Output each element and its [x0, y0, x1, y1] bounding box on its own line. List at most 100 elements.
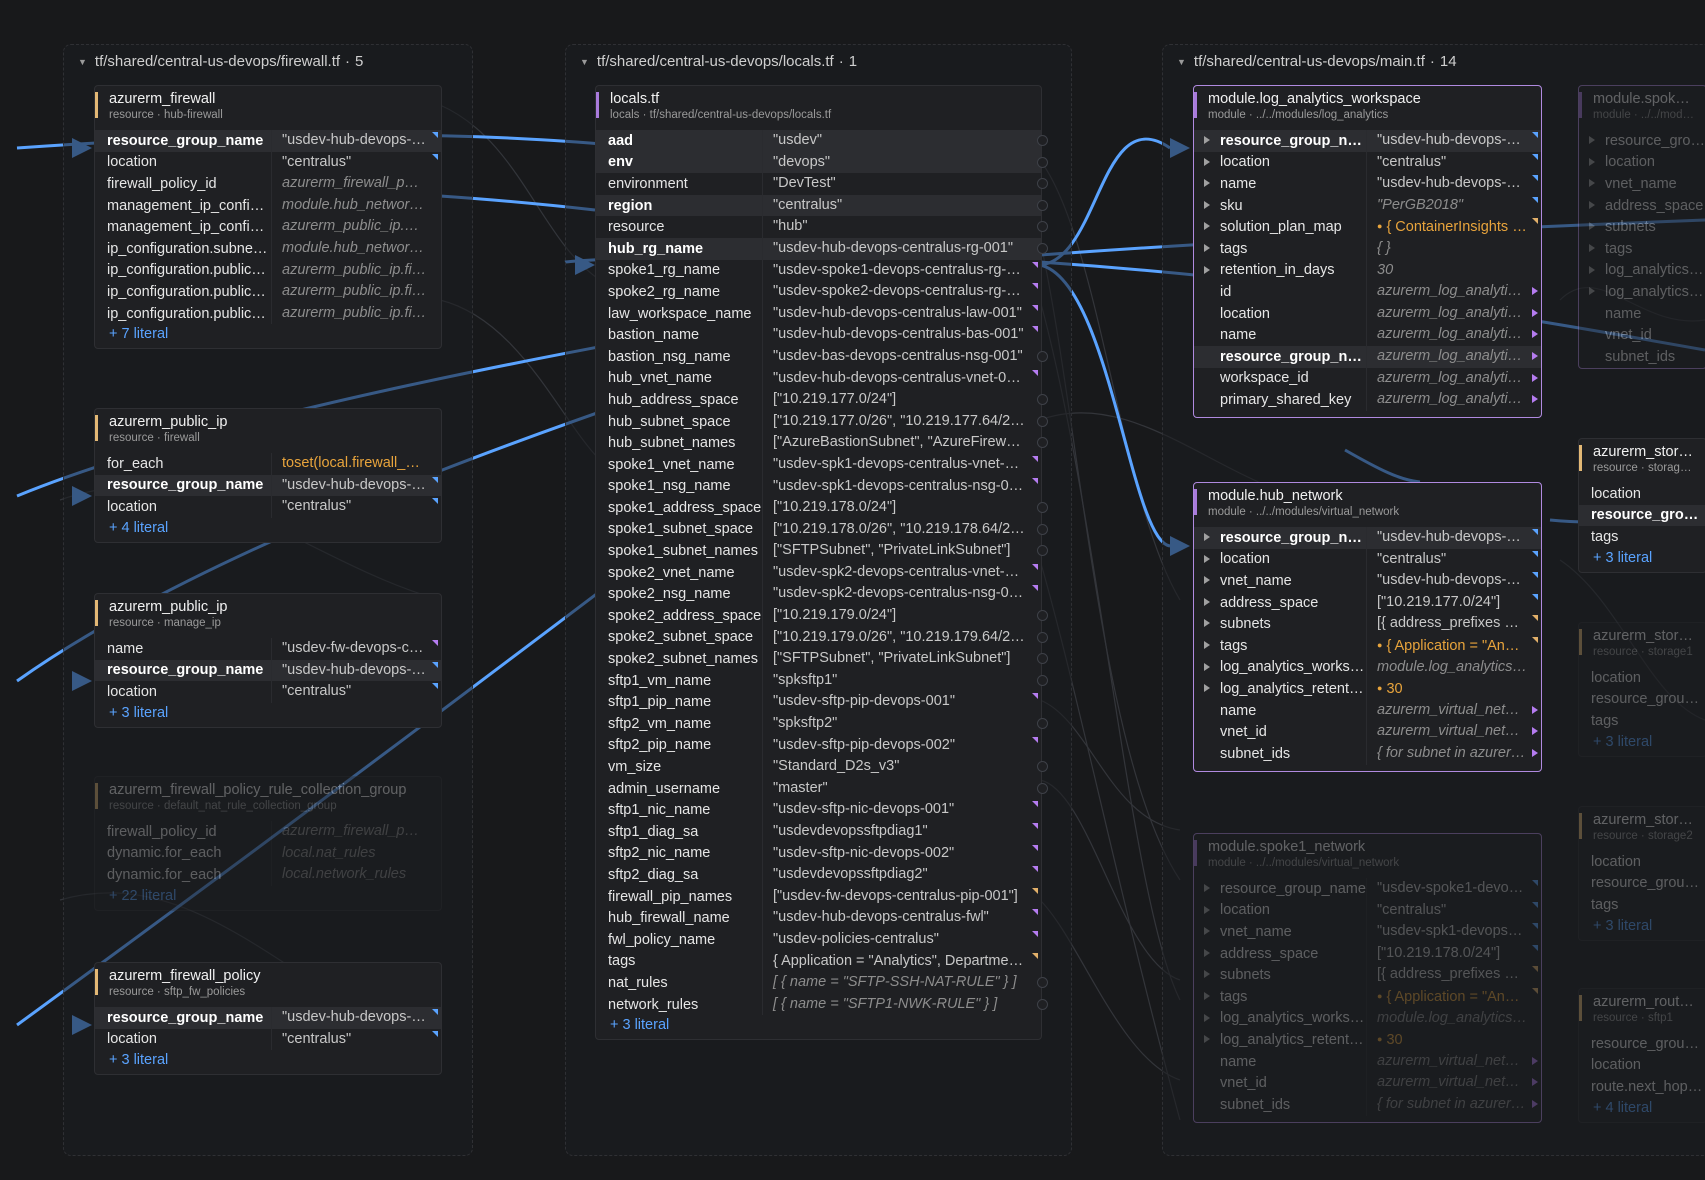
chevron-right-icon[interactable] — [1204, 884, 1210, 892]
attr-row[interactable]: vnet_name — [1579, 173, 1705, 195]
connection-port-icon[interactable] — [1037, 351, 1048, 362]
attr-row[interactable]: hub_subnet_space ["10.219.177.0/26", "10.… — [596, 411, 1041, 433]
attr-row[interactable]: resource_group_name "usdev-hub-devops-cen… — [95, 1007, 441, 1029]
literal-count-link[interactable]: + 7 literal — [95, 324, 441, 348]
chevron-down-icon[interactable]: ▼ — [580, 57, 589, 67]
attr-row[interactable]: tags { Application = "Analytics" } — [1194, 635, 1541, 657]
attr-row[interactable]: name azurerm_virtual_network.vnet.name — [1194, 1051, 1541, 1073]
attr-row[interactable]: environment "DevTest" — [596, 173, 1041, 195]
chevron-right-icon[interactable] — [1204, 598, 1210, 606]
attr-row[interactable]: address_space ["10.219.178.0/24"] — [1194, 943, 1541, 965]
attr-row[interactable]: name"usdev-hub-devops-centralus-law-001" — [1194, 173, 1541, 195]
attr-row[interactable]: log_analytics_retention_days30 — [1194, 1029, 1541, 1051]
attr-row[interactable]: management_ip_configuration.subnet_idmod… — [95, 195, 441, 217]
attr-row[interactable]: fwl_policy_name "usdev-policies-centralus… — [596, 929, 1041, 951]
literal-count-link[interactable]: + 4 literal — [1579, 1098, 1705, 1122]
attr-row[interactable]: resource_group_name — [1579, 505, 1705, 527]
chevron-right-icon[interactable] — [1204, 1035, 1210, 1043]
attr-row[interactable]: location "centralus" — [95, 496, 441, 518]
attr-row[interactable]: log_analytics_workspace_idmodule.log_ana… — [1194, 1008, 1541, 1030]
attr-row[interactable]: log_analytics_workspace_idmodule.log_ana… — [1194, 657, 1541, 679]
chevron-right-icon[interactable] — [1204, 949, 1210, 957]
attr-row[interactable]: location "centralus" — [1194, 549, 1541, 571]
node-firewall-policy-rule-collection-group[interactable]: azurerm_firewall_policy_rule_collection_… — [94, 776, 442, 911]
attr-row[interactable]: location — [1579, 1055, 1705, 1077]
attr-row[interactable]: resource "hub" — [596, 216, 1041, 238]
attr-row[interactable]: resource_group_name — [1579, 1033, 1705, 1055]
attr-row[interactable]: firewall_policy_id azurerm_firewall_polic… — [95, 173, 441, 195]
chevron-right-icon[interactable] — [1589, 266, 1595, 274]
attr-row[interactable]: spoke1_nsg_name "usdev-spk1-devops-centra… — [596, 476, 1041, 498]
node-module-spoke2-network[interactable]: module.spoke2_network module · ../../mod… — [1578, 85, 1705, 369]
chevron-right-icon[interactable] — [1204, 619, 1210, 627]
literal-count-link[interactable]: + 22 literal — [95, 886, 441, 910]
connection-port-icon[interactable] — [1037, 200, 1048, 211]
node-locals-tf[interactable]: locals.tf locals · tf/shared/central-us-… — [595, 85, 1042, 1040]
attr-row[interactable]: name "usdev-fw-devops-centralus-mgmt" — [95, 638, 441, 660]
group-header[interactable]: ▼ tf/shared/central-us-devops/main.tf · … — [1177, 53, 1457, 70]
chevron-right-icon[interactable] — [1204, 201, 1210, 209]
attr-row[interactable]: ip_configuration.public_ip_address_idazu… — [95, 303, 441, 325]
attr-row[interactable]: name — [1579, 303, 1705, 325]
node-azurerm-public-ip-firewall[interactable]: azurerm_public_ip resource · firewall fo… — [94, 408, 442, 543]
attr-row[interactable]: resource_group_name "usdev-hub-devops-cen… — [1194, 130, 1541, 152]
chevron-right-icon[interactable] — [1204, 555, 1210, 563]
attr-row[interactable]: spoke2_rg_name "usdev-spoke2-devops-centr… — [596, 281, 1041, 303]
attr-row[interactable]: subnets[{ address_prefixes = ... }] — [1194, 964, 1541, 986]
attr-row[interactable]: location — [1579, 851, 1705, 873]
chevron-down-icon[interactable]: ▼ — [78, 57, 87, 67]
attr-row[interactable]: retention_in_days 30 — [1194, 260, 1541, 282]
connection-port-icon[interactable] — [1037, 675, 1048, 686]
group-header[interactable]: ▼ tf/shared/central-us-devops/firewall.t… — [78, 53, 363, 70]
connection-port-icon[interactable] — [1037, 718, 1048, 729]
attr-row[interactable]: ip_configuration.public_ip_address_idazu… — [95, 260, 441, 282]
attr-row[interactable]: hub_vnet_name "usdev-hub-devops-centralus… — [596, 368, 1041, 390]
attr-row[interactable]: firewall_policy_id azurerm_firewall_polic… — [95, 821, 441, 843]
attr-row[interactable]: resource_group_name "usdev-hub-devops-cen… — [95, 475, 441, 497]
attr-row[interactable]: location — [1579, 483, 1705, 505]
attr-row[interactable]: resource_group_name "usdev-hub-devops-cen… — [95, 130, 441, 152]
attr-row[interactable]: vnet_name"usdev-hub-devops-centralus-vne… — [1194, 570, 1541, 592]
attr-row[interactable]: tags — [1579, 894, 1705, 916]
attr-row[interactable]: network_rules[ { name = "SFTP1-NWK-RULE"… — [596, 994, 1041, 1016]
attr-row[interactable]: workspace_idazurerm_log_analytics_worksp… — [1194, 368, 1541, 390]
attr-row[interactable]: bastion_nsg_name "usdev-bas-devops-centra… — [596, 346, 1041, 368]
chevron-right-icon[interactable] — [1204, 1014, 1210, 1022]
attr-row[interactable]: sftp1_nic_name "usdev-sftp-nic-devops-001… — [596, 799, 1041, 821]
attr-row[interactable]: aad "usdev" — [596, 130, 1041, 152]
connection-port-icon[interactable] — [1037, 999, 1048, 1010]
attr-row[interactable]: bastion_name "usdev-hub-devops-centralus-… — [596, 324, 1041, 346]
attr-row[interactable]: tags{ Application = "Analytics", Departm… — [596, 951, 1041, 973]
connection-port-icon[interactable] — [1037, 524, 1048, 535]
attr-row[interactable]: subnets — [1579, 216, 1705, 238]
connection-port-icon[interactable] — [1037, 610, 1048, 621]
attr-row[interactable]: spoke2_address_space ["10.219.179.0/24"] — [596, 605, 1041, 627]
attr-row[interactable]: resource_group_name — [1579, 130, 1705, 152]
node-azurerm-storage-account[interactable]: azurerm_storage_account resource · stora… — [1578, 438, 1705, 573]
attr-row[interactable]: primary_shared_key azurerm_log_analytics_… — [1194, 389, 1541, 411]
attr-row[interactable]: sku "PerGB2018" — [1194, 195, 1541, 217]
attr-row[interactable]: ip_configuration.subnet_id module.hub_net… — [95, 238, 441, 260]
chevron-right-icon[interactable] — [1204, 970, 1210, 978]
attr-row[interactable]: sftp1_pip_name "usdev-sftp-pip-devops-001… — [596, 691, 1041, 713]
node-azurerm-public-ip-manage-ip[interactable]: azurerm_public_ip resource · manage_ip n… — [94, 593, 442, 728]
node-azurerm-route-table-sftp1[interactable]: azurerm_route_table resource · sftp1 res… — [1578, 988, 1705, 1123]
attr-row[interactable]: for_each toset(local.firewall_pip_names) — [95, 453, 441, 475]
attr-row[interactable]: log_analytics_retention_days30 — [1194, 678, 1541, 700]
attr-row[interactable]: vnet_id — [1579, 324, 1705, 346]
chevron-right-icon[interactable] — [1589, 201, 1595, 209]
attr-row[interactable]: admin_username "master" — [596, 778, 1041, 800]
node-module-hub-network[interactable]: module.hub_network module · ../../module… — [1193, 482, 1542, 772]
attr-row[interactable]: location — [1579, 667, 1705, 689]
connection-port-icon[interactable] — [1037, 632, 1048, 643]
node-module-log-analytics-workspace[interactable]: module.log_analytics_workspace module · … — [1193, 85, 1542, 418]
attr-row[interactable]: spoke2_nsg_name "usdev-spk2-devops-centra… — [596, 583, 1041, 605]
attr-row[interactable]: ip_configuration.public_ip_address_idazu… — [95, 281, 441, 303]
attr-row[interactable]: resource_group_name "usdev-spoke1-devops-… — [1194, 878, 1541, 900]
attr-row[interactable]: region "centralus" — [596, 195, 1041, 217]
attr-row[interactable]: spoke2_subnet_names ["SFTPSubnet", "Priva… — [596, 648, 1041, 670]
attr-row[interactable]: vnet_name "usdev-spk1-devops-centralus-vn… — [1194, 921, 1541, 943]
attr-row[interactable]: spoke1_subnet_names ["SFTPSubnet", "Priva… — [596, 540, 1041, 562]
attr-row[interactable]: sftp1_diag_sa "usdevdevopssftpdiag1" — [596, 821, 1041, 843]
attr-row[interactable]: sftp2_pip_name "usdev-sftp-pip-devops-002… — [596, 735, 1041, 757]
